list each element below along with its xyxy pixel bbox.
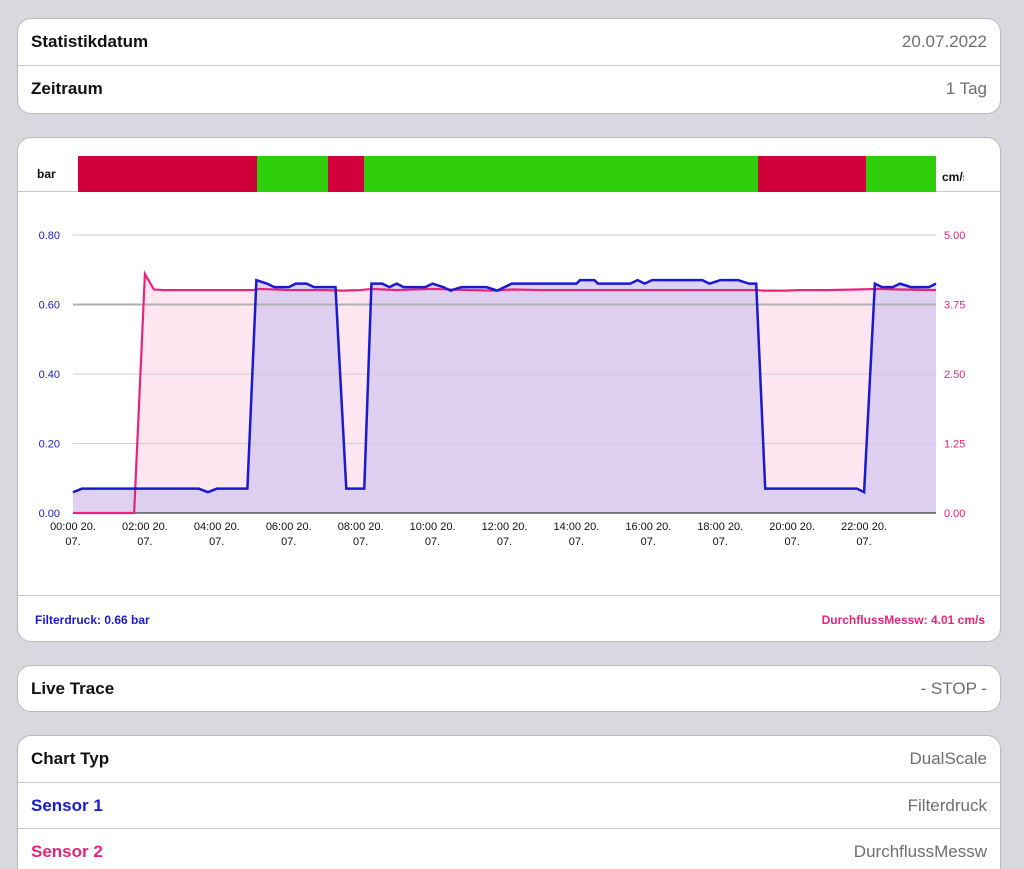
sensor2-label: Sensor 2 xyxy=(31,841,103,861)
state-segment-off xyxy=(328,156,365,192)
chart-type-row[interactable]: Chart Typ DualScale xyxy=(18,736,1000,782)
statistics-date-label: Statistikdatum xyxy=(31,32,149,51)
chart-type-value: DualScale xyxy=(909,749,988,768)
sensor1-row[interactable]: Sensor 1 Filterdruck xyxy=(18,782,1000,828)
chart-legend: Filterdruck: 0.66 bar DurchflussMessw: 4… xyxy=(18,595,1000,641)
x-axis-tick-label: 08:00 20. xyxy=(338,521,384,533)
chart-settings-card: Chart Typ DualScale Sensor 1 Filterdruck… xyxy=(17,735,1001,869)
x-axis-tick-label: 00:00 20. xyxy=(50,521,96,533)
live-trace-label: Live Trace xyxy=(31,679,115,698)
x-axis-tick-label: 07. xyxy=(785,536,800,548)
x-axis-tick-label: 07. xyxy=(65,536,80,548)
statistics-date-value: 20.07.2022 xyxy=(901,32,987,51)
x-axis-tick-label: 07. xyxy=(497,536,512,548)
x-axis-tick-label: 12:00 20. xyxy=(482,521,528,533)
sensor1-label: Sensor 1 xyxy=(31,795,103,815)
x-axis-tick-label: 16:00 20. xyxy=(625,521,671,533)
state-segment-off xyxy=(78,156,258,192)
right-axis-tick-label: 1.25 xyxy=(944,439,965,451)
x-axis-tick-label: 06:00 20. xyxy=(266,521,312,533)
x-axis-tick-label: 07. xyxy=(713,536,728,548)
sensor2-row[interactable]: Sensor 2 DurchflussMessw xyxy=(18,828,1000,869)
right-axis-tick-label: 5.00 xyxy=(944,230,965,242)
left-axis-tick-label: 0.00 xyxy=(39,508,60,520)
chart-card: bar cm/s 0.00 0.20 0.40 0.60 0.80 0.00 1.25 2.5… xyxy=(17,137,1001,642)
sensor1-value: Filterdruck xyxy=(907,795,987,815)
left-unit-label: bar xyxy=(37,167,56,181)
x-axis-tick-label: 02:00 20. xyxy=(122,521,168,533)
left-axis-tick-label: 0.80 xyxy=(39,230,60,242)
statistics-date-row[interactable]: Statistikdatum 20.07.2022 xyxy=(18,19,1000,65)
x-axis-tick-label: 20:00 20. xyxy=(769,521,815,533)
x-axis-tick-label: 07. xyxy=(209,536,224,548)
state-segment-on xyxy=(257,156,329,192)
chart-type-label: Chart Typ xyxy=(31,749,110,768)
x-axis-tick-label: 18:00 20. xyxy=(697,521,743,533)
sensor2-value: DurchflussMessw xyxy=(853,841,987,861)
x-axis-tick-label: 07. xyxy=(353,536,368,548)
x-axis-tick-label: 10:00 20. xyxy=(410,521,456,533)
dual-scale-line-chart[interactable]: 0.00 0.20 0.40 0.60 0.80 0.00 1.25 2.50 3.75 5.00… xyxy=(18,192,1001,595)
right-axis-tick-label: 2.50 xyxy=(944,369,965,381)
right-axis-tick-label: 3.75 xyxy=(944,300,965,312)
x-axis-tick-label: 14:00 20. xyxy=(553,521,599,533)
time-range-row[interactable]: Zeitraum 1 Tag xyxy=(18,65,1000,111)
sensor2-line xyxy=(73,270,937,515)
live-trace-row[interactable]: Live Trace - STOP - xyxy=(18,666,1000,711)
sensor1-current-value: Filterdruck: 0.66 bar xyxy=(35,613,150,627)
state-segment-on xyxy=(364,156,758,192)
live-trace-value: - STOP - xyxy=(920,679,987,698)
pump-state-bar: bar cm/s xyxy=(18,138,1000,192)
x-axis-tick-label: 07. xyxy=(641,536,656,548)
state-segment-off xyxy=(758,156,866,192)
statistics-settings-card: Statistikdatum 20.07.2022 Zeitraum 1 Tag xyxy=(17,18,1001,114)
left-axis-tick-label: 0.60 xyxy=(39,300,60,312)
sensor1-area xyxy=(73,280,936,513)
left-axis-tick-label: 0.20 xyxy=(39,439,60,451)
x-axis-tick-label: 22:00 20. xyxy=(841,521,887,533)
sensor1-line xyxy=(72,278,937,495)
x-axis-tick-label: 07. xyxy=(856,536,871,548)
time-range-label: Zeitraum xyxy=(31,78,103,98)
x-axis-tick-label: 07. xyxy=(569,536,584,548)
x-axis-tick-label: 07. xyxy=(137,536,152,548)
live-trace-card: Live Trace - STOP - xyxy=(17,665,1001,712)
x-axis-tick-label: 07. xyxy=(425,536,440,548)
x-axis-tick-label: 07. xyxy=(281,536,296,548)
right-axis-tick-label: 0.00 xyxy=(944,508,965,520)
sensor2-current-value: DurchflussMessw: 4.01 cm/s xyxy=(821,613,985,627)
right-unit-label: cm/s xyxy=(942,170,964,184)
state-segment-on xyxy=(865,156,936,192)
left-axis-tick-label: 0.40 xyxy=(39,369,60,381)
x-axis-tick-label: 04:00 20. xyxy=(194,521,240,533)
time-range-value: 1 Tag xyxy=(945,78,987,98)
